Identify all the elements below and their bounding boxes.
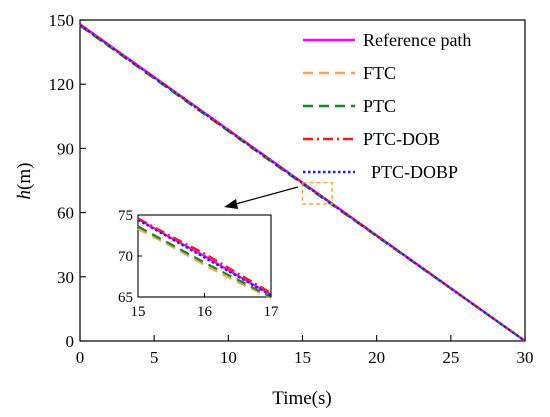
y-tick-label: 30 xyxy=(57,268,74,287)
inset-y-tick-label: 65 xyxy=(118,290,133,306)
y-tick-label: 0 xyxy=(66,332,75,351)
x-tick-label: 25 xyxy=(442,348,459,367)
zoom-arrowhead xyxy=(224,199,238,209)
inset-y-tick-label: 70 xyxy=(118,249,133,265)
x-tick-label: 15 xyxy=(294,348,311,367)
y-tick-label: 60 xyxy=(57,204,74,223)
x-tick-label: 20 xyxy=(368,348,385,367)
y-tick-label: 150 xyxy=(49,11,75,30)
inset-series-layer xyxy=(137,217,272,299)
x-axis-label: Time(s) xyxy=(272,388,331,409)
y-axis-label-unit: (m) xyxy=(14,163,35,190)
legend-label-ptc-dob: PTC-DOB xyxy=(363,129,440,149)
inset-y-ticks: 65 70 75 xyxy=(118,208,142,306)
inset-x-tick-label: 16 xyxy=(197,304,213,320)
x-axis-ticks: 0 5 10 15 20 25 30 xyxy=(76,335,534,367)
y-axis-label: h(m) xyxy=(14,163,35,200)
legend: Reference path FTC PTC PTC-DOB PTC-DOBP xyxy=(303,30,471,182)
x-tick-label: 5 xyxy=(150,348,159,367)
legend-label-ftc: FTC xyxy=(363,63,396,83)
zoom-box xyxy=(301,181,333,205)
inset-series-line-ptc-dobp xyxy=(137,218,272,297)
inset-x-tick-label: 17 xyxy=(264,304,280,320)
series-line-ptc-dob xyxy=(79,23,526,342)
inset-series-line-ptc-dob xyxy=(137,217,272,294)
inset-series-line-ftc xyxy=(137,227,272,299)
y-tick-label: 90 xyxy=(57,139,74,158)
y-axis-ticks: 0 30 60 90 120 150 xyxy=(49,11,86,351)
inset-x-tick-label: 15 xyxy=(131,304,146,320)
inset-chart: 15 16 17 65 70 75 xyxy=(118,208,279,320)
x-tick-label: 30 xyxy=(517,348,534,367)
x-tick-label: 0 xyxy=(76,348,85,367)
legend-label-ptc-dobp: PTC-DOBP xyxy=(371,162,458,182)
x-tick-label: 10 xyxy=(220,348,237,367)
y-axis-label-symbol: h xyxy=(14,190,35,200)
inset-series-line-ptc xyxy=(137,225,272,298)
series-line-ptc-dobp xyxy=(79,24,526,342)
y-tick-label: 120 xyxy=(49,75,75,94)
zoom-arrow xyxy=(231,186,299,206)
legend-label-reference-path: Reference path xyxy=(363,30,471,50)
inset-x-ticks: 15 16 17 xyxy=(131,293,280,320)
inset-y-tick-label: 75 xyxy=(118,208,133,224)
legend-label-ptc: PTC xyxy=(363,96,396,116)
